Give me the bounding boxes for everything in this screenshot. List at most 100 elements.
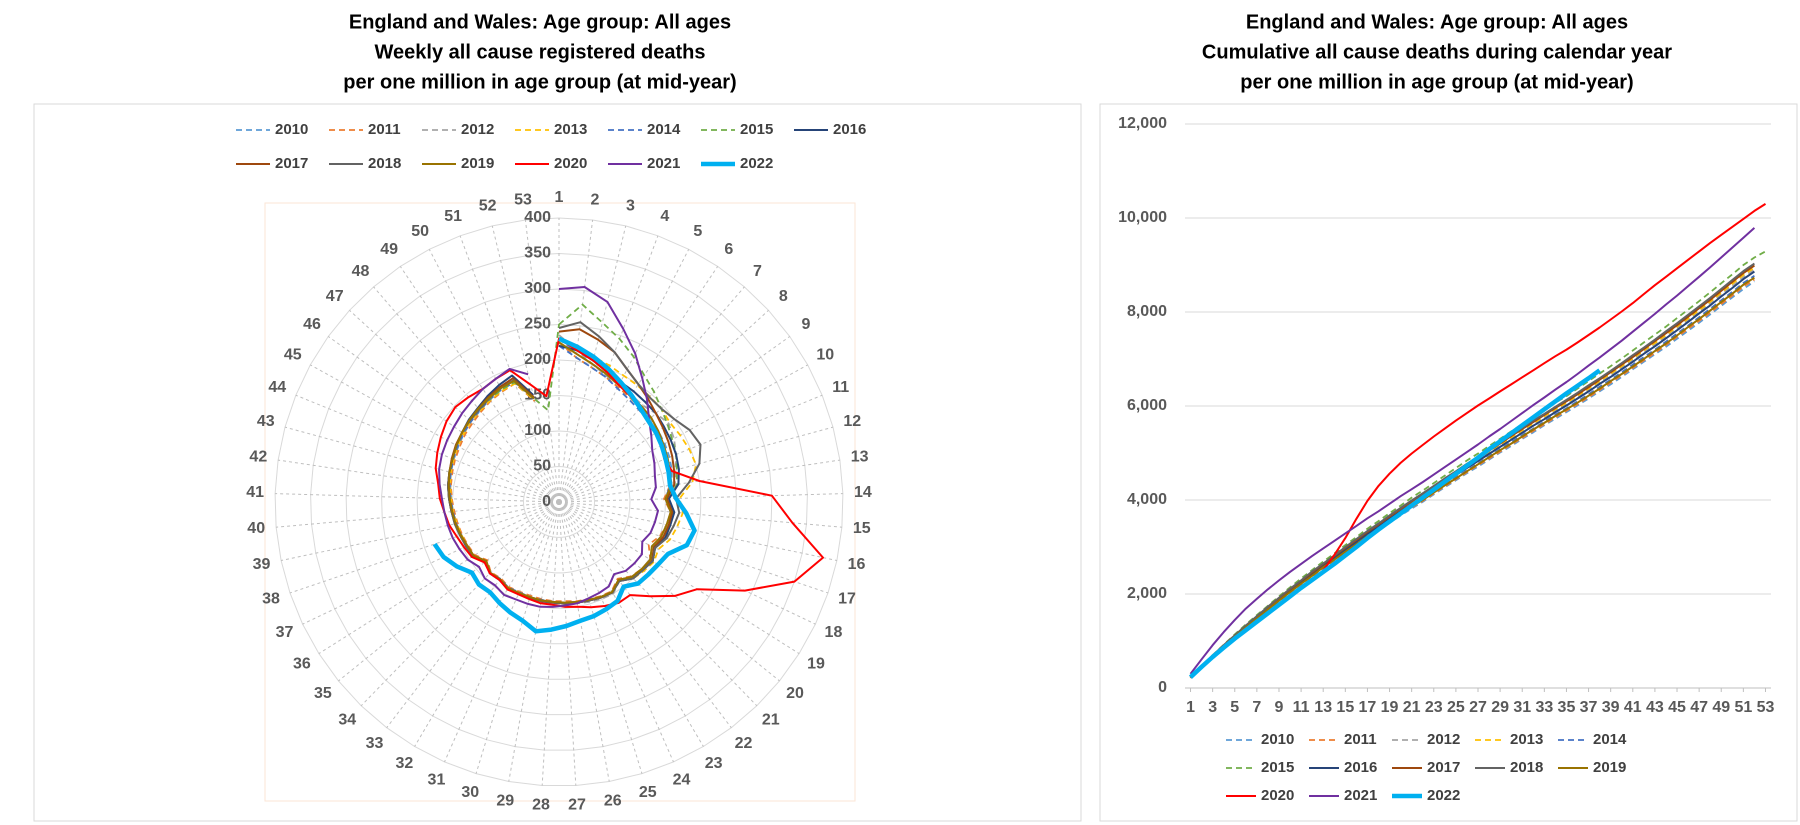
legend-item: 2022 [1392, 787, 1460, 804]
x-tick-label: 47 [1690, 699, 1708, 716]
series-line [447, 341, 673, 604]
x-tick-label: 35 [1558, 699, 1576, 716]
category-label: 15 [853, 520, 871, 537]
legend-item: 2018 [329, 155, 401, 172]
spoke [327, 336, 560, 503]
spoke [558, 501, 674, 763]
spoke [558, 501, 643, 774]
x-tick-label: 39 [1602, 699, 1620, 716]
x-tick-label: 17 [1359, 699, 1377, 716]
plot-area [264, 202, 856, 802]
y-tick-label: 12,000 [1118, 115, 1167, 132]
legend-item: 2010 [236, 121, 308, 138]
grid-ring [274, 217, 844, 786]
spoke [278, 459, 560, 503]
legend-label: 2010 [1261, 731, 1294, 748]
series-line [1189, 264, 1755, 678]
category-label: 43 [257, 413, 275, 430]
category-label: 14 [854, 484, 872, 501]
category-label: 8 [779, 288, 788, 305]
legend-label: 2022 [740, 155, 773, 172]
x-tick-label: 7 [1252, 699, 1261, 716]
category-label: 47 [326, 288, 344, 305]
category-label: 36 [293, 656, 311, 673]
chart-title: England and Wales: Age group: All ages [1246, 11, 1628, 33]
spoke [558, 394, 823, 503]
legend-label: 2015 [1261, 759, 1294, 776]
category-label: 50 [411, 223, 429, 240]
x-tick-label: 49 [1712, 699, 1730, 716]
legend-item: 2019 [422, 155, 494, 172]
spoke [360, 501, 560, 707]
category-label: 53 [514, 191, 532, 208]
category-label: 32 [396, 755, 414, 772]
category-label: 20 [786, 685, 804, 702]
category-label: 4 [660, 208, 669, 225]
series-line [1189, 278, 1755, 679]
legend-item: 2014 [608, 121, 681, 138]
chart-title: Weekly all cause registered deaths [375, 41, 706, 63]
chart-title: per one million in age group (at mid-yea… [1240, 71, 1633, 93]
x-tick-label: 29 [1491, 699, 1509, 716]
spoke [558, 501, 577, 786]
spoke [558, 501, 732, 729]
category-label: 37 [276, 624, 294, 641]
legend-label: 2014 [647, 121, 681, 138]
spoke [558, 309, 769, 503]
category-label: 21 [762, 711, 780, 728]
series-line [1189, 250, 1766, 678]
legend-label: 2011 [368, 121, 401, 138]
spoke [508, 501, 560, 782]
spoke [373, 286, 560, 503]
y-tick-label: 0 [1158, 679, 1167, 696]
series-line [432, 336, 697, 634]
legend-item: 2020 [515, 155, 587, 172]
legend-item: 2016 [1309, 759, 1377, 776]
category-label: 26 [604, 792, 622, 809]
legend-item: 2017 [1392, 759, 1460, 776]
category-label: 41 [246, 484, 264, 501]
spoke [428, 249, 560, 503]
legend-item: 2011 [1309, 731, 1377, 748]
category-label: 48 [352, 263, 370, 280]
category-label: 24 [673, 771, 691, 788]
x-tick-label: 19 [1381, 699, 1399, 716]
x-tick-label: 25 [1447, 699, 1465, 716]
legend-item: 2016 [794, 121, 866, 138]
spoke [444, 501, 560, 763]
grid-ring [310, 252, 808, 751]
spoke [302, 501, 560, 625]
category-label: 45 [284, 346, 302, 363]
spoke [338, 501, 560, 682]
spoke [558, 225, 627, 503]
spoke [276, 501, 560, 528]
spoke [558, 501, 829, 594]
x-tick-label: 23 [1425, 699, 1443, 716]
x-tick-label: 1 [1186, 699, 1195, 716]
category-label: 1 [555, 189, 564, 206]
legend-item: 2013 [515, 121, 587, 138]
x-tick-label: 21 [1403, 699, 1421, 716]
y-tick-label: 8,000 [1127, 303, 1167, 320]
category-label: 2 [591, 191, 600, 208]
x-tick-label: 13 [1314, 699, 1332, 716]
category-label: 16 [848, 556, 866, 573]
legend-label: 2014 [1593, 731, 1627, 748]
spoke [459, 235, 560, 503]
series-line [1189, 227, 1756, 675]
x-tick-label: 53 [1757, 699, 1775, 716]
spoke [399, 266, 560, 503]
x-tick-label: 27 [1469, 699, 1487, 716]
legend-label: 2018 [368, 155, 401, 172]
r-tick-label: 100 [524, 422, 551, 439]
legend-item: 2012 [422, 121, 494, 138]
grid-ring [522, 465, 596, 538]
spoke [275, 493, 560, 503]
grid-ring [487, 430, 631, 574]
category-label: 51 [444, 208, 462, 225]
spoke [558, 459, 840, 503]
legend-item: 2011 [329, 121, 401, 138]
category-label: 30 [461, 784, 479, 801]
spoke [558, 501, 704, 747]
